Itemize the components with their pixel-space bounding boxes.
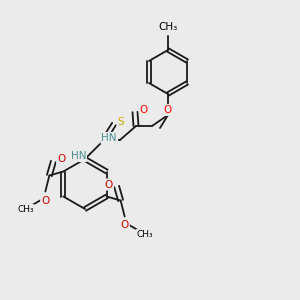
Text: HN: HN	[101, 133, 117, 143]
Text: CH₃: CH₃	[17, 205, 34, 214]
Text: CH₃: CH₃	[136, 230, 153, 239]
Text: O: O	[104, 179, 113, 190]
Text: O: O	[164, 105, 172, 115]
Text: O: O	[57, 154, 65, 164]
Text: CH₃: CH₃	[158, 22, 178, 32]
Text: O: O	[140, 105, 148, 115]
Text: S: S	[118, 117, 124, 127]
Text: O: O	[41, 196, 50, 206]
Text: HN: HN	[70, 151, 86, 161]
Text: O: O	[121, 220, 129, 230]
